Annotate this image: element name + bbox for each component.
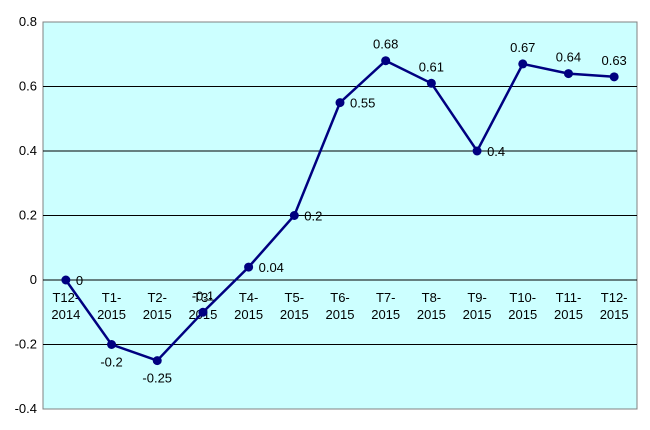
x-tick-label: T5-	[285, 290, 305, 305]
data-label: -0.1	[192, 288, 214, 303]
data-point	[107, 340, 117, 349]
data-label: 0.55	[350, 96, 375, 111]
x-tick-label: T10-	[509, 290, 536, 305]
y-axis-ticks: 0.8 0.6 0.4 0.2 0 -0.2 -0.4	[15, 14, 37, 416]
data-label: 0.2	[304, 209, 322, 224]
data-point	[518, 59, 528, 69]
data-label: 0.04	[259, 260, 284, 275]
data-point	[381, 56, 391, 66]
data-point	[609, 72, 619, 82]
x-tick-label: 2015	[554, 307, 583, 322]
x-tick-label: 2015	[143, 307, 172, 322]
data-label: 0.4	[487, 144, 505, 159]
x-tick-label: 2015	[234, 307, 263, 322]
x-tick-label: T12-	[601, 290, 628, 305]
data-point	[426, 78, 436, 88]
y-tick-label: 0.4	[19, 143, 37, 158]
x-tick-label: T7-	[376, 290, 396, 305]
data-label: 0	[76, 273, 83, 288]
y-tick-label: 0.8	[19, 14, 37, 29]
data-label: -0.2	[100, 355, 122, 370]
x-tick-label: 2015	[280, 307, 309, 322]
data-point	[472, 146, 482, 156]
y-tick-label: 0.6	[19, 79, 37, 94]
x-tick-label: T11-	[556, 290, 582, 305]
x-tick-label: T2-	[147, 290, 167, 305]
data-labels: 0 -0.2 -0.25 -0.1 0.04 0.2 0.55 0.68 0.61 0.4 0.67…	[76, 37, 627, 386]
x-tick-label: 2015	[508, 307, 537, 322]
data-label: 0.68	[373, 37, 398, 52]
x-tick-label: 2015	[371, 307, 400, 322]
data-label: -0.25	[142, 371, 172, 386]
x-tick-label: T9-	[467, 290, 487, 305]
data-point	[61, 275, 71, 285]
y-tick-label: 0	[30, 272, 37, 287]
x-axis-ticks: T12- 2014 T1- 2015 T2- 2015 T3- 2015 T4- 2015 T5- 2…	[51, 290, 628, 322]
x-tick-label: 2015	[417, 307, 446, 322]
data-label: 0.67	[510, 40, 535, 55]
x-tick-label: 2014	[51, 307, 80, 322]
x-tick-label: T12-	[52, 290, 79, 305]
data-label: 0.61	[419, 59, 444, 74]
x-tick-label: T1-	[102, 290, 122, 305]
data-point	[244, 262, 254, 272]
x-tick-label: T8-	[422, 290, 442, 305]
y-tick-label: 0.2	[19, 208, 37, 223]
x-tick-label: T6-	[330, 290, 350, 305]
x-tick-label: 2015	[600, 307, 629, 322]
grid-lines	[43, 86, 637, 345]
data-point	[335, 98, 345, 108]
data-point	[289, 211, 299, 220]
data-points	[61, 56, 619, 366]
x-tick-label: 2015	[326, 307, 355, 322]
x-tick-label: T3-	[193, 290, 213, 305]
data-label: 0.63	[601, 53, 626, 68]
x-tick-label: T4-	[239, 290, 259, 305]
data-point	[198, 307, 208, 317]
data-point	[563, 69, 573, 79]
x-tick-label: 2015	[97, 307, 126, 322]
y-tick-label: -0.4	[15, 401, 37, 416]
data-point	[152, 356, 162, 366]
y-tick-label: -0.2	[15, 337, 37, 352]
data-label: 0.64	[556, 50, 581, 65]
x-tick-label: 2015	[463, 307, 492, 322]
